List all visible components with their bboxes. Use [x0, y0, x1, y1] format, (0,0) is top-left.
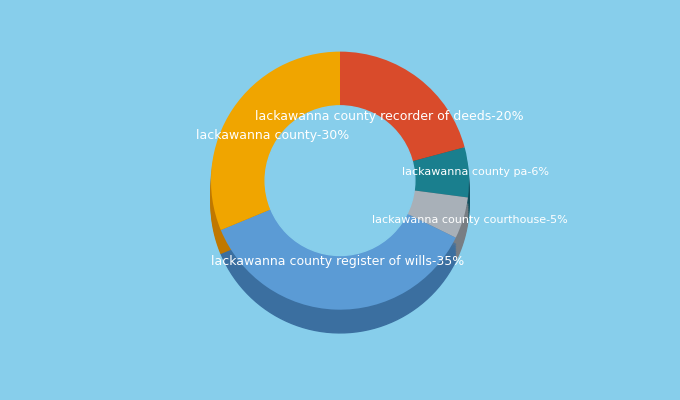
Polygon shape — [221, 230, 456, 330]
Polygon shape — [211, 75, 340, 253]
Polygon shape — [221, 232, 456, 333]
Polygon shape — [221, 218, 456, 318]
Polygon shape — [412, 166, 469, 216]
Text: lackawanna county courthouse-5%: lackawanna county courthouse-5% — [372, 215, 568, 225]
Polygon shape — [211, 68, 340, 246]
Wedge shape — [221, 209, 456, 310]
Polygon shape — [407, 197, 468, 244]
Polygon shape — [412, 163, 469, 214]
Polygon shape — [407, 209, 468, 256]
Polygon shape — [340, 70, 464, 180]
Polygon shape — [211, 63, 340, 241]
Polygon shape — [211, 65, 340, 244]
Circle shape — [265, 106, 415, 256]
Polygon shape — [412, 161, 469, 211]
Wedge shape — [412, 147, 469, 198]
Polygon shape — [211, 58, 340, 236]
Wedge shape — [340, 52, 464, 161]
Polygon shape — [221, 228, 456, 328]
Polygon shape — [211, 72, 340, 251]
Polygon shape — [407, 199, 468, 246]
Polygon shape — [407, 204, 468, 251]
Polygon shape — [412, 158, 469, 209]
Text: lackawanna county register of wills-35%: lackawanna county register of wills-35% — [211, 255, 464, 268]
Polygon shape — [211, 70, 340, 248]
Polygon shape — [340, 58, 464, 168]
Polygon shape — [340, 65, 464, 175]
Text: lackawanna county recorder of deeds-20%: lackawanna county recorder of deeds-20% — [255, 110, 524, 123]
Polygon shape — [407, 211, 468, 258]
Polygon shape — [407, 214, 468, 261]
Wedge shape — [407, 190, 468, 238]
Polygon shape — [340, 72, 464, 182]
Wedge shape — [211, 52, 340, 230]
Text: lackawanna county-30%: lackawanna county-30% — [196, 129, 349, 142]
Polygon shape — [412, 170, 469, 221]
Polygon shape — [412, 154, 469, 204]
Polygon shape — [340, 75, 464, 184]
Polygon shape — [211, 60, 340, 239]
Text: lackawanna county pa-6%: lackawanna county pa-6% — [402, 167, 549, 177]
Polygon shape — [412, 168, 469, 218]
Polygon shape — [407, 206, 468, 254]
Polygon shape — [412, 156, 469, 206]
Polygon shape — [221, 223, 456, 323]
Polygon shape — [221, 225, 456, 326]
Polygon shape — [221, 216, 456, 316]
Polygon shape — [340, 68, 464, 177]
Polygon shape — [340, 63, 464, 172]
Polygon shape — [221, 220, 456, 321]
Polygon shape — [407, 202, 468, 249]
Polygon shape — [340, 60, 464, 170]
